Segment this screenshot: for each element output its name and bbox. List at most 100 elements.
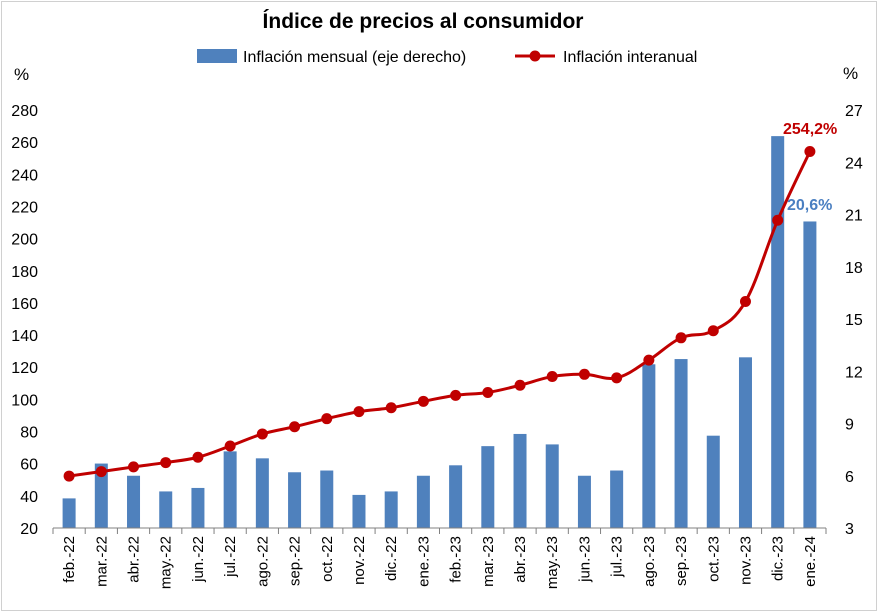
x-tick-label: oct.-23	[705, 536, 722, 582]
x-tick-label: nov.-22	[351, 536, 368, 585]
x-tick-label: ago.-22	[254, 536, 271, 587]
right-tick-label: 3	[845, 521, 854, 538]
x-tick-label: mar.-22	[93, 536, 110, 587]
left-tick-label: 260	[11, 135, 38, 152]
line-point	[63, 470, 75, 482]
line-point	[611, 372, 623, 384]
x-tick-label: oct.-22	[319, 536, 336, 582]
x-axis	[52, 527, 827, 534]
bar	[320, 470, 334, 528]
right-tick-label: 18	[845, 260, 863, 277]
left-tick-label: 160	[11, 296, 38, 313]
line-point	[772, 214, 784, 226]
legend-bar-label: Inflación mensual (eje derecho)	[243, 49, 466, 66]
left-tick-label: 100	[11, 392, 38, 409]
x-tick-label: jun.-23	[576, 536, 593, 583]
line-point	[128, 461, 140, 473]
bar	[416, 475, 430, 528]
x-axis-labels: feb.-22 mar.-22 abr.-22 may.-22 jun.-22 jul.-…	[61, 536, 819, 589]
x-tick-label: jul.-22	[222, 536, 239, 578]
x-tick-label: feb.-23	[448, 536, 465, 583]
bar	[738, 357, 752, 528]
x-tick-label: ago.-23	[641, 536, 658, 587]
x-tick-label: abr.-23	[512, 536, 529, 583]
left-tick-label: 80	[20, 425, 38, 442]
x-tick-label: feb.-22	[61, 536, 78, 583]
legend-bar-swatch	[197, 49, 237, 63]
bar	[223, 451, 237, 528]
x-tick-label: dic.-23	[770, 536, 787, 581]
line-point	[95, 466, 107, 478]
bar	[513, 433, 527, 528]
left-tick-label: 200	[11, 232, 38, 249]
line-point	[224, 440, 236, 452]
bar	[481, 446, 495, 528]
bar	[127, 475, 141, 528]
left-tick-label: 40	[20, 489, 38, 506]
line-point	[450, 389, 462, 401]
line-point	[643, 354, 655, 366]
bar	[803, 221, 817, 528]
x-tick-label: abr.-22	[126, 536, 143, 583]
right-tick-label: 12	[845, 364, 863, 381]
left-tick-label: 180	[11, 264, 38, 281]
x-tick-label: jul.-23	[609, 536, 626, 578]
x-tick-label: nov.-23	[737, 536, 754, 585]
bar	[449, 465, 463, 528]
bar	[159, 491, 173, 528]
x-tick-label: may.-22	[158, 536, 175, 589]
bar	[771, 136, 785, 528]
line-point	[321, 413, 333, 425]
bar	[610, 470, 624, 528]
right-axis: 3 6 9 12 15 18 21 24 27	[845, 103, 863, 538]
left-axis: 20 40 60 80 100 120 140 160 180 200 220 240 260 280	[11, 103, 38, 538]
line-point	[256, 428, 268, 440]
left-tick-label: 280	[11, 103, 38, 120]
right-tick-label: 9	[845, 417, 854, 434]
last-line-value-label: 254,2%	[783, 121, 837, 138]
left-tick-label: 120	[11, 360, 38, 377]
line-point	[514, 379, 526, 391]
line-point	[739, 295, 751, 307]
bar	[384, 491, 398, 528]
line-point	[707, 325, 719, 337]
chart-title: Índice de precios al consumidor	[263, 10, 584, 33]
line-point	[804, 145, 816, 157]
right-axis-unit: %	[843, 64, 858, 83]
x-tick-label: mar.-23	[480, 536, 497, 587]
line-point	[385, 402, 397, 414]
line-point	[160, 457, 172, 469]
line-point	[482, 386, 494, 398]
x-tick-label: dic.-22	[383, 536, 400, 581]
left-tick-label: 140	[11, 328, 38, 345]
line-point	[289, 421, 301, 433]
legend: Inflación mensual (eje derecho) Inflació…	[197, 49, 697, 66]
bar	[352, 494, 366, 528]
left-tick-label: 60	[20, 457, 38, 474]
bar	[191, 487, 205, 528]
right-tick-label: 24	[845, 155, 863, 172]
bar	[706, 435, 720, 528]
line-point	[417, 395, 429, 407]
monthly-inflation-bars	[62, 136, 817, 528]
bar	[94, 463, 108, 528]
left-tick-label: 220	[11, 199, 38, 216]
bar	[545, 444, 559, 528]
right-tick-label: 6	[845, 469, 854, 486]
annual-inflation-path	[68, 150, 812, 478]
legend-line-label: Inflación interanual	[563, 49, 697, 66]
bar	[255, 458, 269, 528]
line-point	[192, 451, 204, 463]
line-point	[578, 368, 590, 380]
x-tick-label: sep.-22	[287, 536, 304, 586]
bar	[62, 498, 76, 528]
right-tick-label: 15	[845, 312, 863, 329]
line-point	[675, 332, 687, 344]
x-tick-label: may.-23	[544, 536, 561, 589]
line-point	[353, 406, 365, 418]
left-axis-unit: %	[14, 65, 29, 84]
line-point	[546, 371, 558, 383]
left-tick-label: 240	[11, 167, 38, 184]
x-tick-label: ene.-24	[802, 536, 819, 587]
